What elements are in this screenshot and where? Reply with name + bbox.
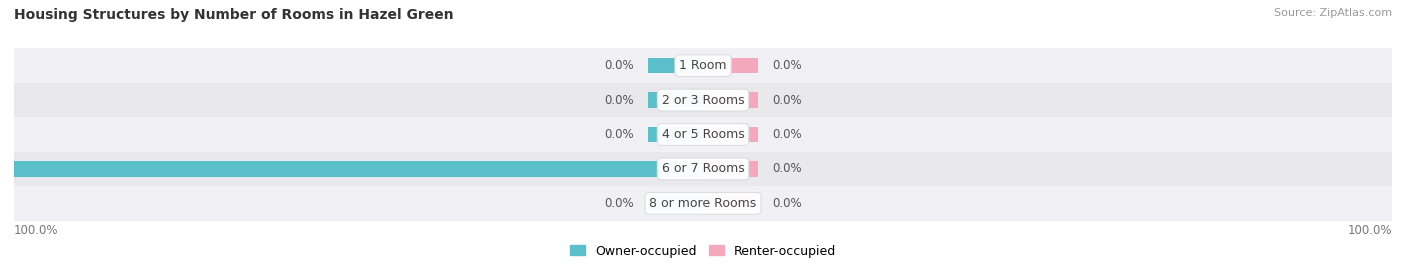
Text: 2 or 3 Rooms: 2 or 3 Rooms bbox=[662, 94, 744, 107]
Text: 0.0%: 0.0% bbox=[772, 59, 801, 72]
Bar bbox=[703, 161, 758, 177]
Bar bbox=[14, 48, 1392, 83]
Text: Housing Structures by Number of Rooms in Hazel Green: Housing Structures by Number of Rooms in… bbox=[14, 8, 454, 22]
Bar bbox=[14, 161, 703, 177]
Bar bbox=[14, 186, 1392, 221]
Bar bbox=[648, 196, 703, 211]
Bar bbox=[14, 117, 1392, 152]
Bar bbox=[14, 83, 1392, 117]
Bar bbox=[648, 58, 703, 73]
Text: 6 or 7 Rooms: 6 or 7 Rooms bbox=[662, 162, 744, 175]
Text: 4 or 5 Rooms: 4 or 5 Rooms bbox=[662, 128, 744, 141]
Bar bbox=[703, 196, 758, 211]
Bar bbox=[703, 127, 758, 142]
Legend: Owner-occupied, Renter-occupied: Owner-occupied, Renter-occupied bbox=[565, 239, 841, 263]
Bar bbox=[703, 92, 758, 108]
Text: 8 or more Rooms: 8 or more Rooms bbox=[650, 197, 756, 210]
Text: 1 Room: 1 Room bbox=[679, 59, 727, 72]
Text: 0.0%: 0.0% bbox=[605, 59, 634, 72]
Text: 100.0%: 100.0% bbox=[14, 224, 59, 237]
Text: 100.0%: 100.0% bbox=[1347, 224, 1392, 237]
Text: 0.0%: 0.0% bbox=[772, 162, 801, 175]
Bar bbox=[648, 127, 703, 142]
Text: 0.0%: 0.0% bbox=[605, 128, 634, 141]
Bar bbox=[648, 92, 703, 108]
Text: 0.0%: 0.0% bbox=[772, 94, 801, 107]
Text: 0.0%: 0.0% bbox=[772, 197, 801, 210]
Text: 0.0%: 0.0% bbox=[605, 197, 634, 210]
Text: Source: ZipAtlas.com: Source: ZipAtlas.com bbox=[1274, 8, 1392, 18]
Text: 0.0%: 0.0% bbox=[772, 128, 801, 141]
Text: 0.0%: 0.0% bbox=[605, 94, 634, 107]
Bar bbox=[703, 58, 758, 73]
Bar bbox=[14, 152, 1392, 186]
